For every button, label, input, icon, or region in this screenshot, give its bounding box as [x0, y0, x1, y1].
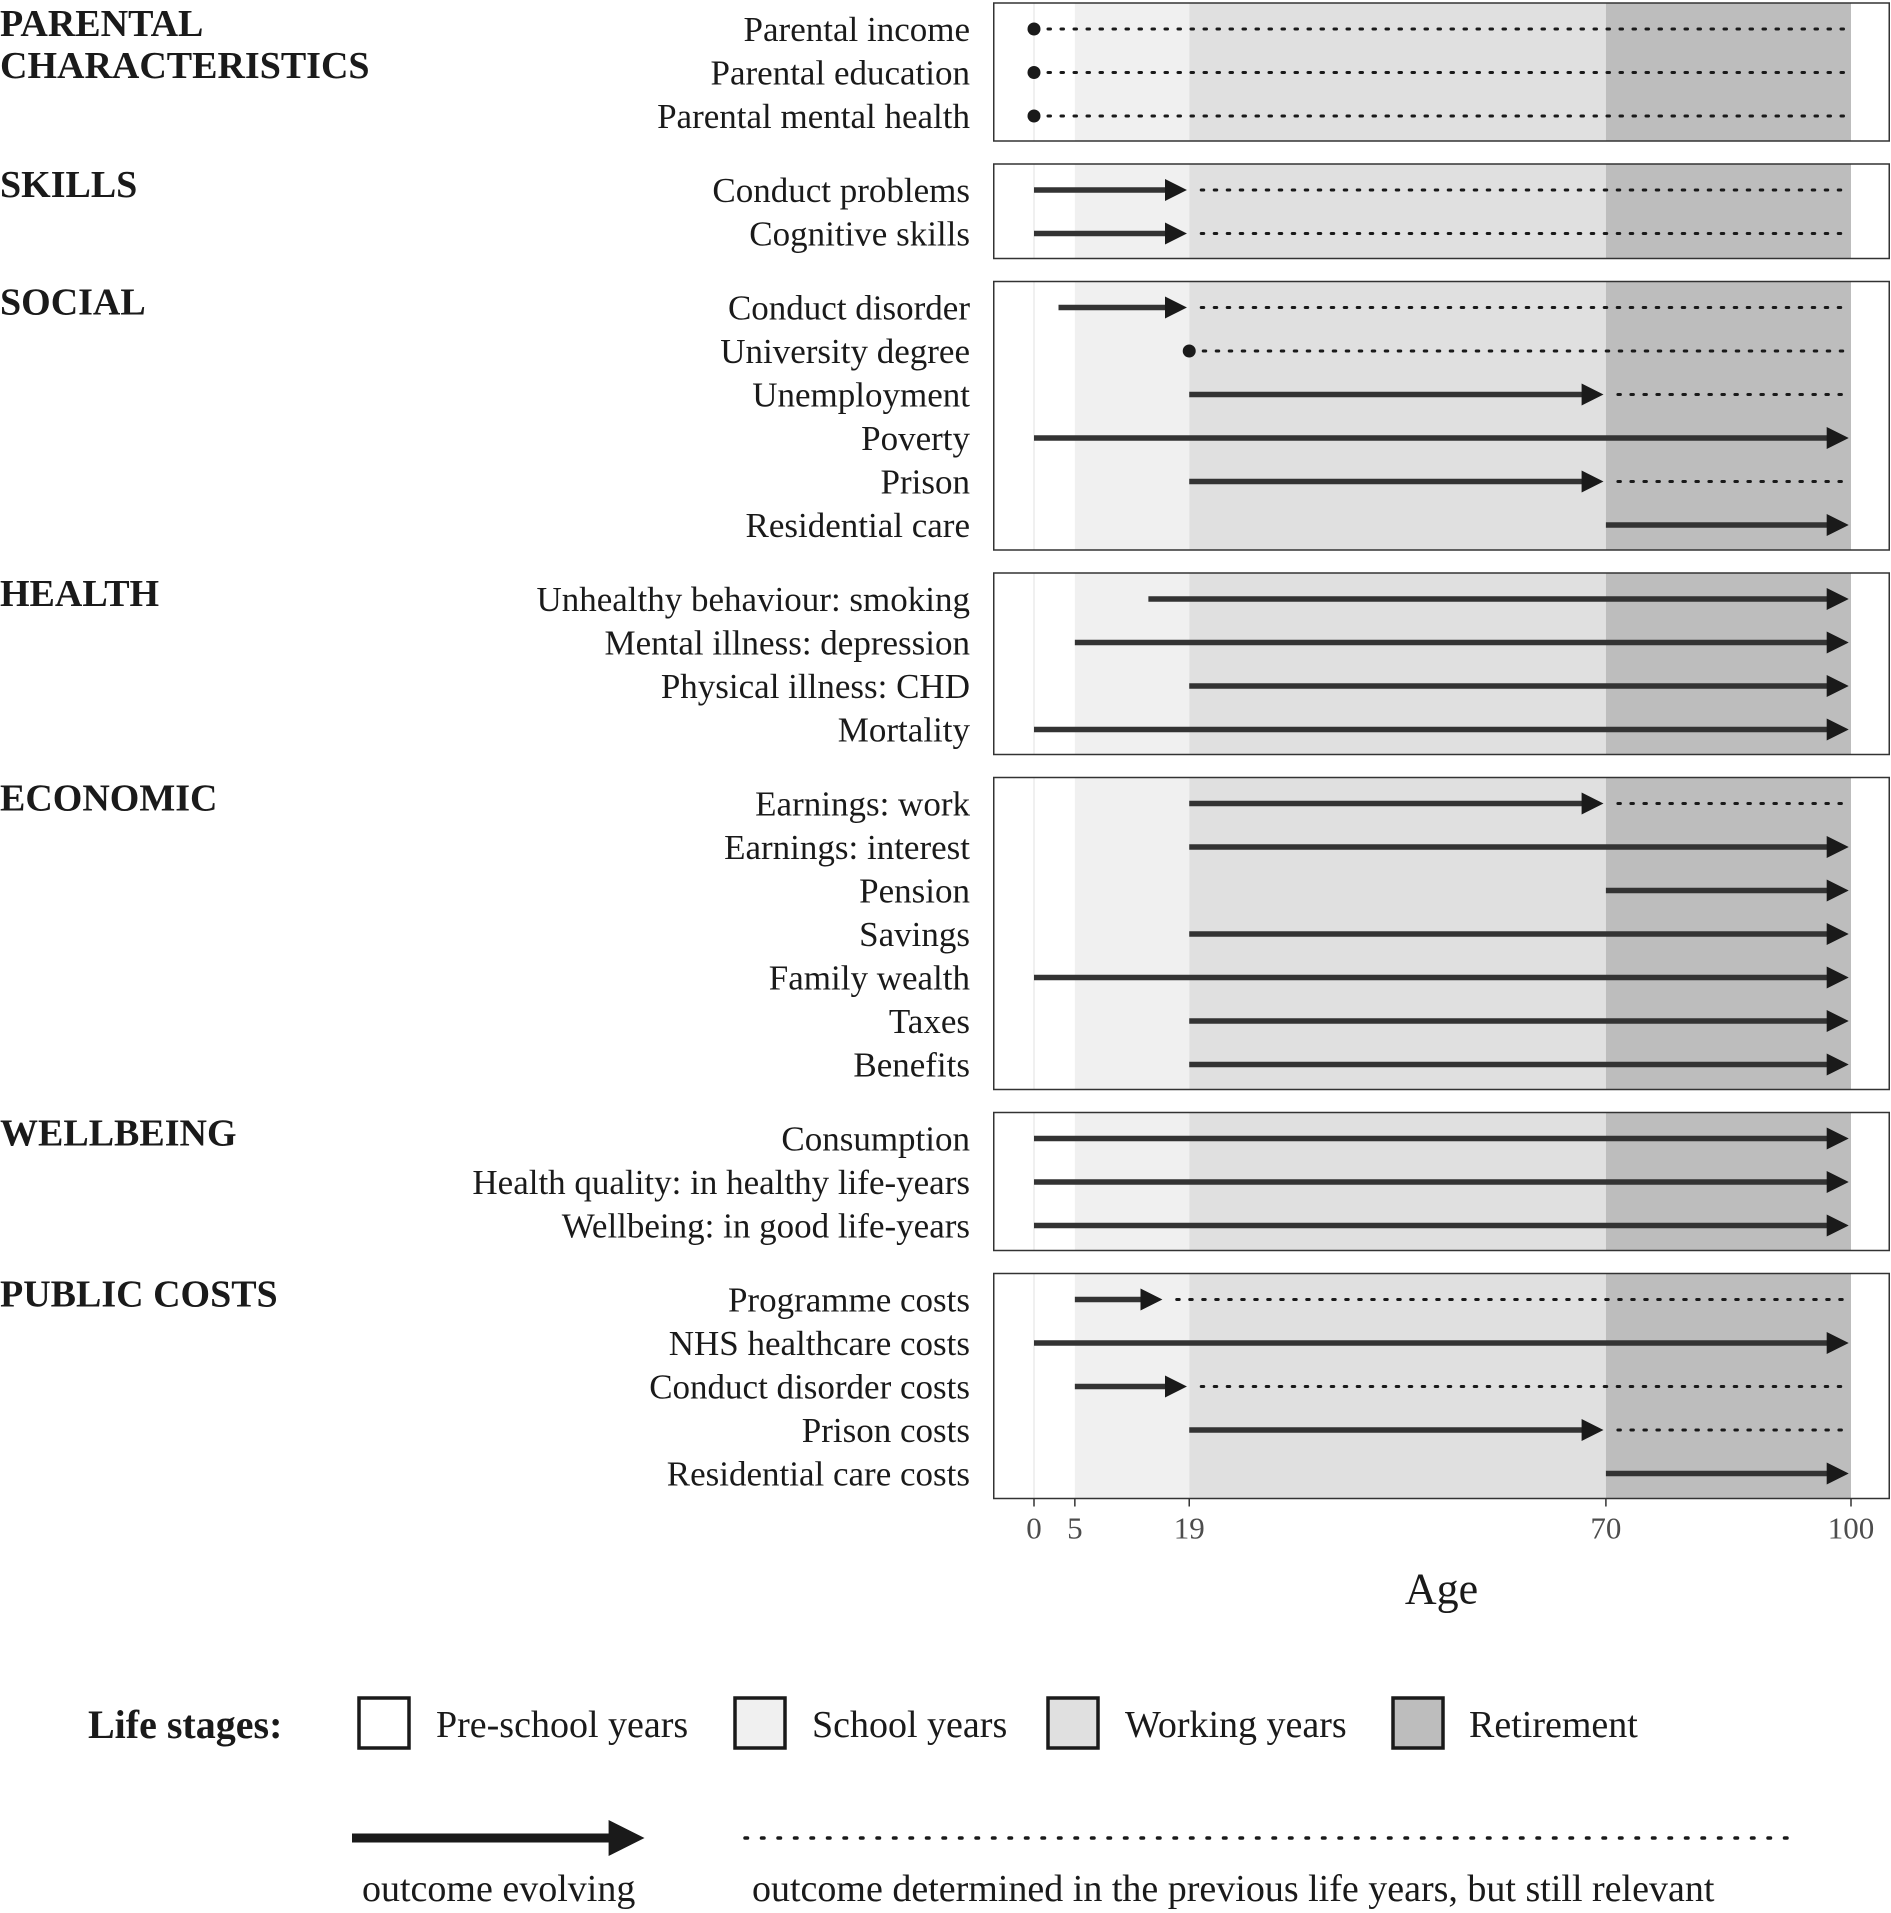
- row-label-residential-care-costs: Residential care costs: [667, 1455, 970, 1494]
- legend-label-working-years: Working years: [1125, 1704, 1347, 1746]
- row-label-residential-care: Residential care: [746, 506, 970, 545]
- stage-band-pre-school-years: [1034, 281, 1075, 550]
- x-tick-label: 0: [1026, 1511, 1042, 1546]
- legend-determined-label: outcome determined in the previous life …: [752, 1868, 1715, 1910]
- row-label-wellbeing-in-good-life-years: Wellbeing: in good life-years: [562, 1207, 970, 1246]
- panel-economic: ECONOMIC Earnings: work Earnings: interest…: [0, 776, 1890, 1091]
- row-label-benefits: Benefits: [853, 1046, 970, 1085]
- legend-key-school-years: [733, 1696, 787, 1750]
- stage-band-pre-school-years: [1034, 1273, 1075, 1499]
- start-point-parental-mental-health: [1027, 109, 1041, 123]
- group-title: PARENTAL CHARACTERISTICS: [0, 3, 370, 87]
- stage-band-retirement: [1605, 281, 1851, 550]
- panel-social: SOCIAL Conduct disorder University degree U…: [0, 280, 1890, 551]
- group-title: PUBLIC COSTS: [0, 1274, 278, 1316]
- row-label-earnings-work: Earnings: work: [755, 785, 970, 824]
- row-label-savings: Savings: [859, 915, 970, 954]
- x-tick-label: 19: [1174, 1511, 1205, 1546]
- row-label-nhs-healthcare-costs: NHS healthcare costs: [669, 1324, 970, 1363]
- stage-band-pre-school-years: [1034, 164, 1075, 259]
- row-label-programme-costs: Programme costs: [728, 1281, 970, 1320]
- legend-label-retirement: Retirement: [1469, 1704, 1638, 1746]
- panel-border: [993, 572, 1890, 756]
- x-tick-label: 5: [1067, 1511, 1083, 1546]
- row-label-prison: Prison: [881, 463, 970, 502]
- panel-border: [993, 1111, 1890, 1252]
- x-tick-label: 100: [1828, 1511, 1875, 1546]
- row-label-conduct-disorder-costs: Conduct disorder costs: [649, 1368, 970, 1407]
- stage-band-retirement: [1605, 164, 1851, 259]
- row-label-physical-illness-chd: Physical illness: CHD: [661, 667, 970, 706]
- legend-stages-title: Life stages:: [88, 1702, 282, 1747]
- row-label-pension: Pension: [859, 872, 970, 911]
- row-label-conduct-problems: Conduct problems: [712, 171, 970, 210]
- legend-key-pre-school-years: [357, 1696, 411, 1750]
- panel-parental-characteristics: PARENTAL CHARACTERISTICS Parental income Pa…: [0, 2, 1890, 142]
- group-title: SOCIAL: [0, 282, 146, 324]
- panel-health: HEALTH Unhealthy behaviour: smoking Mental…: [0, 572, 1890, 756]
- facet-panels: PARENTAL CHARACTERISTICS Parental income Pa…: [0, 2, 1890, 1500]
- legend-key-working-years: [1046, 1696, 1100, 1750]
- x-axis: 0 5 19 70 100 Age: [1026, 1498, 1875, 1614]
- stage-band-pre-school-years: [1034, 3, 1075, 141]
- stage-band-working-years: [1189, 573, 1606, 755]
- row-label-family-wealth: Family wealth: [769, 959, 971, 998]
- row-label-unemployment: Unemployment: [752, 376, 970, 415]
- row-label-university-degree: University degree: [720, 332, 970, 371]
- panel-border: [993, 1272, 1890, 1500]
- panel-wellbeing: WELLBEING Consumption Health quality: in h…: [0, 1111, 1890, 1252]
- group-title: ECONOMIC: [0, 778, 217, 820]
- row-label-health-quality-in-healthy-life-years: Health quality: in healthy life-years: [472, 1163, 970, 1202]
- group-title: HEALTH: [0, 573, 159, 615]
- row-label-taxes: Taxes: [889, 1002, 970, 1041]
- legend-label-school-years: School years: [812, 1704, 1007, 1746]
- stage-band-working-years: [1189, 164, 1606, 259]
- panel-border: [993, 163, 1890, 260]
- x-tick-label: 70: [1590, 1511, 1621, 1546]
- row-label-consumption: Consumption: [781, 1120, 970, 1159]
- row-label-mortality: Mortality: [838, 711, 971, 750]
- stage-band-school-years: [1074, 164, 1190, 259]
- stage-band-working-years: [1189, 281, 1606, 550]
- x-axis-title: Age: [1405, 1565, 1478, 1614]
- stage-band-school-years: [1074, 281, 1190, 550]
- legend-evolving-label: outcome evolving: [362, 1868, 635, 1910]
- panel-skills: SKILLS Conduct problems Cognitive skills: [0, 163, 1890, 260]
- group-title: SKILLS: [0, 164, 137, 206]
- legend: Life stages: Pre-school years School years…: [88, 1696, 1802, 1910]
- group-title: WELLBEING: [0, 1113, 237, 1155]
- start-point-university-degree: [1182, 344, 1196, 358]
- panel-public-costs: PUBLIC COSTS Programme costs NHS healthcar…: [0, 1272, 1890, 1500]
- stage-band-pre-school-years: [1034, 777, 1075, 1090]
- legend-label-pre-school-years: Pre-school years: [436, 1704, 688, 1746]
- start-point-parental-income: [1027, 22, 1041, 36]
- stage-band-pre-school-years: [1034, 573, 1075, 755]
- row-label-parental-mental-health: Parental mental health: [657, 97, 970, 136]
- panel-border: [993, 280, 1890, 551]
- stage-band-school-years: [1074, 777, 1190, 1090]
- start-point-parental-education: [1027, 66, 1041, 79]
- row-label-cognitive-skills: Cognitive skills: [749, 215, 970, 254]
- stage-band-retirement: [1605, 573, 1851, 755]
- panel-border: [993, 776, 1890, 1091]
- row-label-prison-costs: Prison costs: [802, 1411, 970, 1450]
- legend-key-retirement: [1391, 1696, 1445, 1750]
- row-label-parental-education: Parental education: [711, 54, 970, 93]
- row-label-parental-income: Parental income: [744, 10, 970, 49]
- row-label-unhealthy-behaviour-smoking: Unhealthy behaviour: smoking: [536, 580, 970, 619]
- row-label-poverty: Poverty: [861, 419, 970, 458]
- row-label-earnings-interest: Earnings: interest: [724, 828, 970, 867]
- stage-band-school-years: [1074, 573, 1190, 755]
- row-label-conduct-disorder: Conduct disorder: [728, 289, 970, 328]
- stage-band-school-years: [1074, 3, 1190, 141]
- panel-border: [993, 2, 1890, 142]
- row-label-mental-illness-depression: Mental illness: depression: [604, 624, 970, 663]
